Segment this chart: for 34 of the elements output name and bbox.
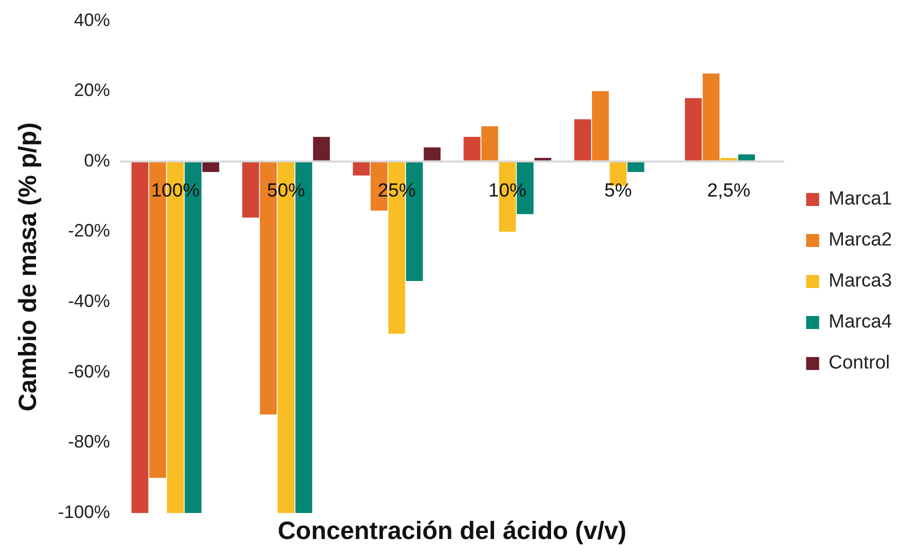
bar [424,147,441,160]
bar [242,162,260,218]
x-tick-label: 2,5% [707,180,751,202]
y-tick-label: 40% [74,10,110,30]
bar [132,162,148,513]
bar [702,74,720,160]
legend-label: Marca4 [828,312,892,333]
legend-label: Marca3 [828,270,892,292]
y-tick-label: 20% [74,80,110,100]
y-axis-title: Cambio de masa (% p/p) [14,122,42,412]
legend-label: Marca2 [828,230,892,251]
x-tick-label: 10% [488,180,527,202]
bar [313,136,330,160]
bar [720,158,738,160]
bar [202,162,220,172]
bar [684,98,702,160]
bar [464,136,480,160]
y-tick-label: -60% [68,361,110,382]
y-tick-label: -100% [58,502,110,522]
bar [352,162,370,176]
x-tick-label: 5% [604,180,632,202]
y-tick-label: -80% [68,432,110,452]
bar [738,154,755,160]
y-tick-label: -40% [68,291,110,312]
legend-label: Marca1 [828,188,892,210]
bar [481,126,498,160]
legend-label: Control [828,352,890,374]
bar [574,119,592,160]
bar [592,91,609,160]
bar [534,158,552,160]
bar [627,162,644,172]
y-tick-label: 0% [84,150,110,170]
x-axis-title: Concentración del ácido (v/v) [278,516,626,545]
y-tick-label: -20% [68,220,110,241]
